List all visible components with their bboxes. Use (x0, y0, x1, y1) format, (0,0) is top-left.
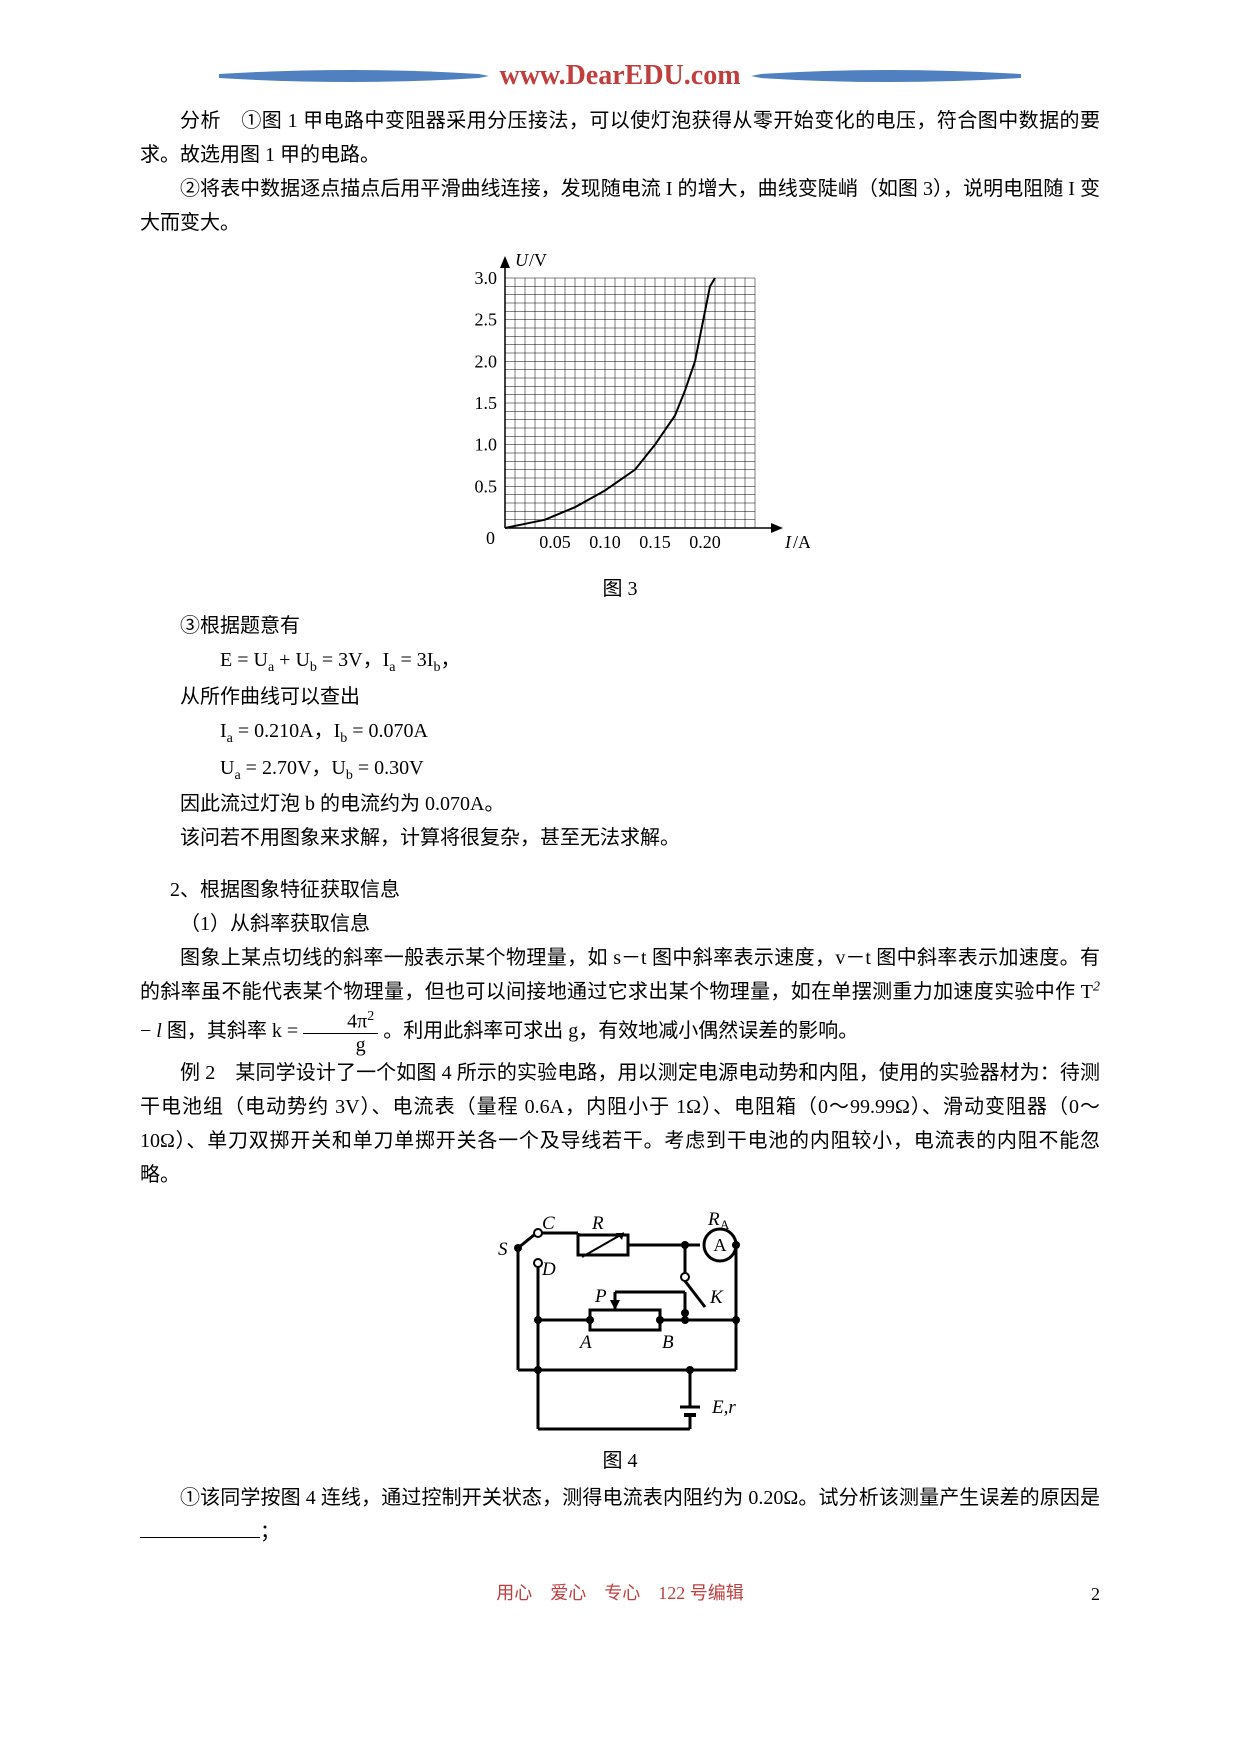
svg-text:I: I (784, 532, 792, 552)
svg-text:2.5: 2.5 (475, 310, 498, 330)
svg-text:A: A (578, 1332, 592, 1353)
figure-4-caption: 图 4 (140, 1444, 1100, 1473)
section-2-title: 2、根据图象特征获取信息 (140, 873, 1100, 907)
figure-3-caption: 图 3 (140, 572, 1100, 601)
svg-text:1.5: 1.5 (475, 393, 498, 413)
equation-ia-ib: Ia = 0.210A，Ib = 0.070A (220, 714, 1100, 751)
t-squared-sup: 2 (1093, 980, 1100, 995)
svg-text:0.20: 0.20 (689, 532, 721, 552)
section-2-1: （1）从斜率获取信息 (140, 907, 1100, 941)
footer-text: 用心 爱心 专心 122 号编辑 (496, 1583, 744, 1603)
answer-blank (140, 1517, 260, 1538)
analysis-para-1: 分析 ①图 1 甲电路中变阻器采用分压接法，可以使灯泡获得从零开始变化的电压，符… (140, 104, 1100, 172)
svg-text:A: A (720, 1217, 730, 1232)
svg-text:0.15: 0.15 (639, 532, 671, 552)
svg-text:0.05: 0.05 (539, 532, 571, 552)
figure-3: 0 0.05 0.10 0.15 0.20 0.5 1.0 1.5 2.0 2.5 3.0 U/V I/… (140, 248, 1100, 601)
svg-text:E,r: E,r (711, 1397, 736, 1418)
note-para: 该问若不用图象来求解，计算将很复杂，甚至无法求解。 (140, 821, 1100, 855)
slope-text-b: − l (140, 1020, 162, 1042)
page-number: 2 (1091, 1584, 1100, 1605)
result-para: 因此流过灯泡 b 的电流约为 0.070A。 (140, 787, 1100, 821)
page-footer: 用心 爱心 专心 122 号编辑 2 (140, 1579, 1100, 1605)
svg-text:R: R (591, 1213, 604, 1234)
svg-text:D: D (541, 1259, 556, 1280)
svg-text:C: C (542, 1213, 555, 1234)
page-header: www.DearEDU.com (140, 60, 1100, 92)
swoosh-left-icon (219, 64, 489, 88)
svg-text:1.0: 1.0 (475, 435, 498, 455)
fraction-4pi2-g: 4π2g (303, 1009, 378, 1056)
header-line: www.DearEDU.com (140, 60, 1100, 92)
read-curve-text: 从所作曲线可以查出 (140, 680, 1100, 714)
header-url: www.DearEDU.com (499, 60, 740, 92)
equation-e-u: E = Ua + Ub = 3V，Ia = 3Ib， (220, 643, 1100, 680)
svg-text:0.10: 0.10 (589, 532, 621, 552)
svg-text:P: P (594, 1286, 607, 1307)
slope-text-d: 。利用此斜率可求出 g，有效地减小偶然误差的影响。 (378, 1020, 858, 1042)
question-1-para: ①该同学按图 4 连线，通过控制开关状态，测得电流表内阻约为 0.20Ω。试分析… (140, 1481, 1100, 1549)
figure-4: CDSRARAKPABE,r 图 4 (140, 1200, 1100, 1473)
slope-text-c: 图，其斜率 k = (162, 1020, 303, 1042)
svg-text:A: A (714, 1235, 727, 1255)
svg-text:2.0: 2.0 (475, 351, 498, 371)
analysis-para-2: ②将表中数据逐点描点后用平滑曲线连接，发现随电流 I 的增大，曲线变陡峭（如图 … (140, 172, 1100, 240)
equation-ua-ub: Ua = 2.70V，Ub = 0.30V (220, 751, 1100, 788)
circuit-diagram: CDSRARAKPABE,r (470, 1200, 770, 1440)
svg-text:S: S (498, 1239, 508, 1260)
slope-text-a: 图象上某点切线的斜率一般表示某个物理量，如 s－t 图中斜率表示速度，v－t 图… (140, 947, 1100, 1003)
q1-text-b: ； (260, 1521, 280, 1543)
svg-text:0: 0 (486, 528, 495, 548)
page-container: www.DearEDU.com 分析 ①图 1 甲电路中变阻器采用分压接法，可以… (0, 0, 1240, 1645)
svg-text:0.5: 0.5 (475, 476, 498, 496)
svg-text:R: R (707, 1209, 720, 1230)
example-2-para: 例 2 某同学设计了一个如图 4 所示的实验电路，用以测定电源电动势和内阻，使用… (140, 1056, 1100, 1192)
analysis-para-3: ③根据题意有 (140, 609, 1100, 643)
svg-text:/V: /V (529, 250, 547, 270)
uv-chart: 0 0.05 0.10 0.15 0.20 0.5 1.0 1.5 2.0 2.5 3.0 U/V I/… (430, 248, 810, 568)
svg-text:3.0: 3.0 (475, 268, 498, 288)
slope-para: 图象上某点切线的斜率一般表示某个物理量，如 s－t 图中斜率表示速度，v－t 图… (140, 941, 1100, 1056)
svg-text:K: K (709, 1287, 724, 1308)
svg-text:/A: /A (793, 532, 810, 552)
q1-text-a: ①该同学按图 4 连线，通过控制开关状态，测得电流表内阻约为 0.20Ω。试分析… (180, 1487, 1100, 1509)
swoosh-right-icon (751, 64, 1021, 88)
svg-text:B: B (662, 1332, 674, 1353)
svg-text:U: U (515, 250, 529, 270)
